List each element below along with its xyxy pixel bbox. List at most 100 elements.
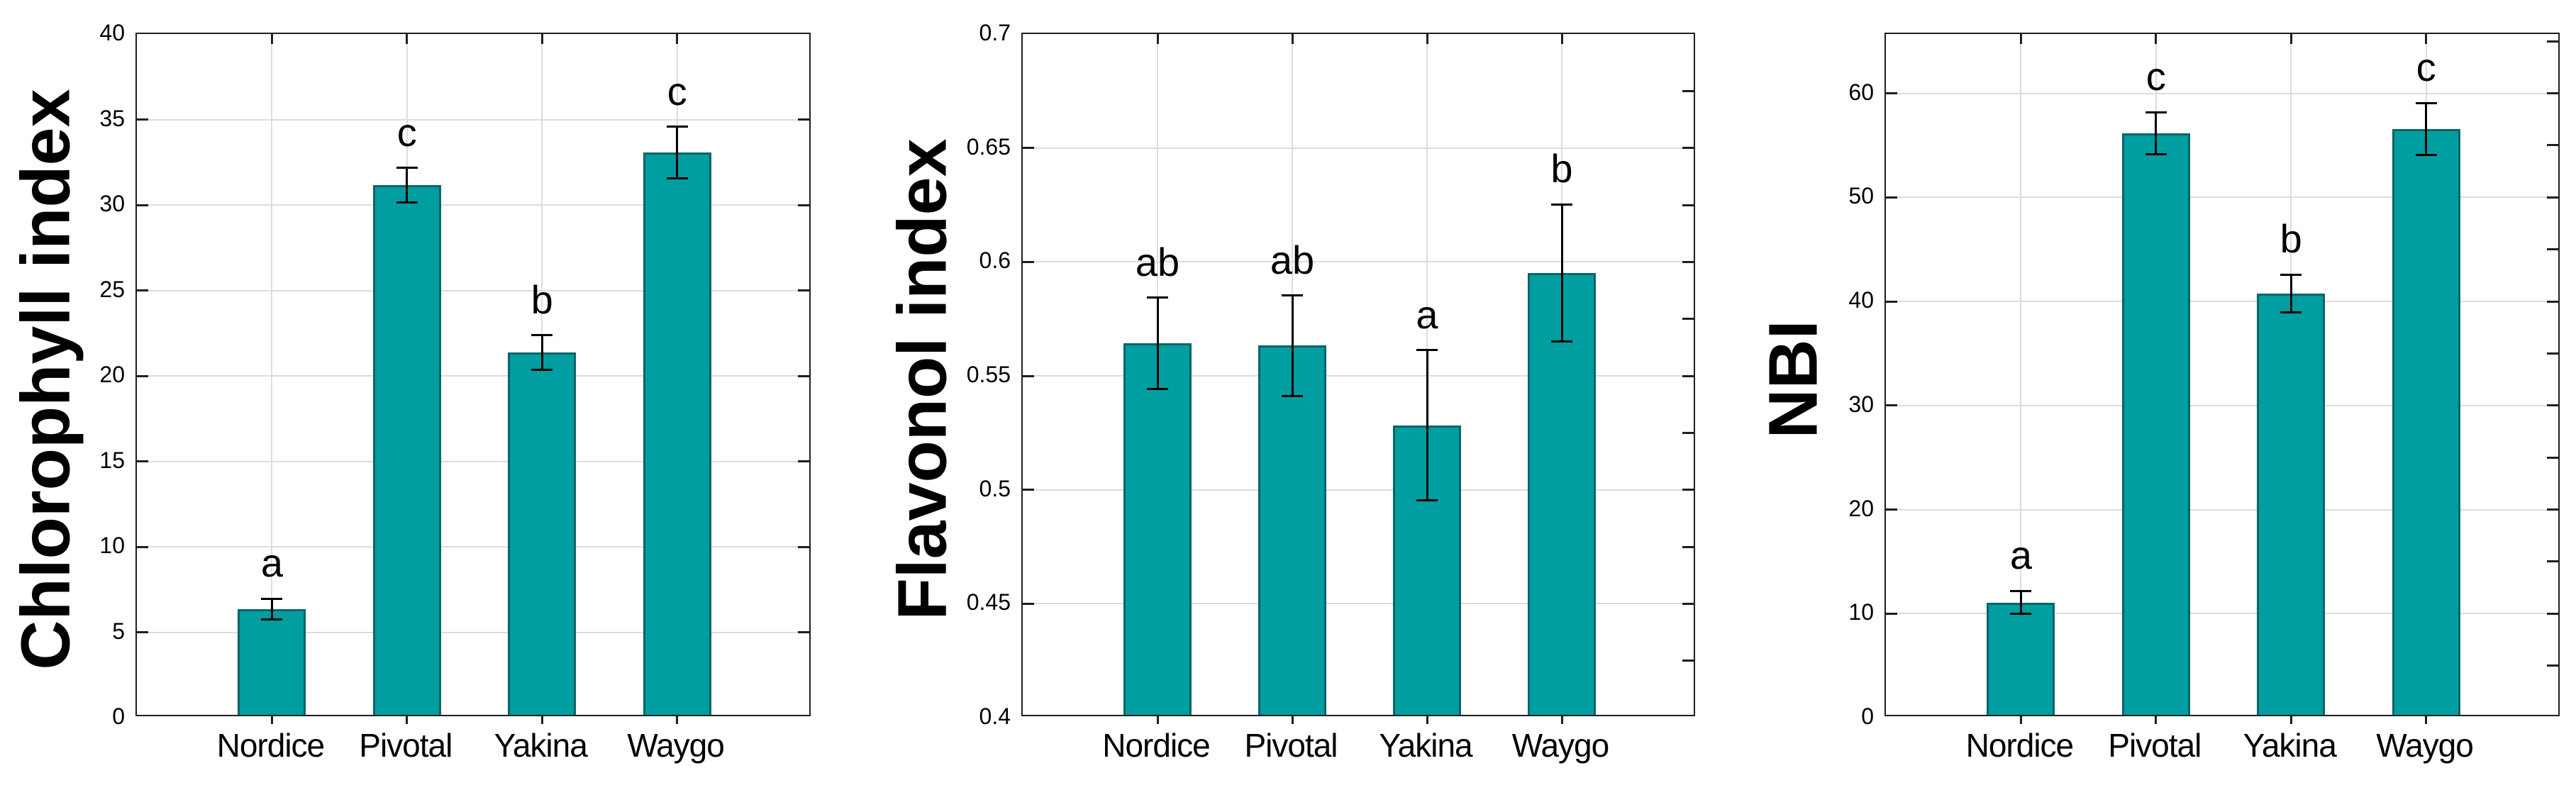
bar-nordice <box>238 608 306 715</box>
y-tick-mark-right <box>1682 545 1694 548</box>
y-tick-mark-right <box>798 289 809 291</box>
bar-waygo <box>2392 128 2460 715</box>
y-tick-mark <box>1023 147 1034 150</box>
y-tick-mark-right <box>798 118 809 121</box>
error-cap-top <box>666 126 688 128</box>
error-cap-bottom <box>2415 154 2437 157</box>
y-tick-mark-right <box>798 631 809 633</box>
y-tick-mark <box>1886 508 1897 511</box>
x-category-label-yakina: Yakina <box>1379 727 1472 764</box>
x-tick-mark-top <box>1560 34 1563 44</box>
y-tick-label: 15 <box>99 447 125 473</box>
error-bar <box>1291 295 1294 396</box>
x-category-label-nordice: Nordice <box>216 727 326 764</box>
gridline-vertical <box>2020 34 2022 715</box>
error-bar <box>2155 112 2158 155</box>
y-tick-mark <box>1886 300 1897 303</box>
x-category-label-pivotal: Pivotal <box>359 727 453 764</box>
y-tick-label: 0.4 <box>979 703 1011 729</box>
significance-letter: a <box>260 540 283 586</box>
x-category-label-nordice: Nordice <box>1102 727 1211 764</box>
x-tick-mark-top <box>540 34 543 44</box>
gridline-horizontal <box>1023 147 1694 149</box>
x-category-label-waygo: Waygo <box>1511 727 1609 764</box>
x-category-label-nordice: Nordice <box>1965 727 2075 764</box>
gridline-horizontal <box>137 460 809 462</box>
error-cap-top <box>2145 111 2167 113</box>
x-tick-mark-top <box>676 34 679 44</box>
significance-letter: a <box>2009 533 2032 578</box>
x-tick-mark-bottom <box>1426 715 1428 724</box>
bar-pivotal <box>2121 133 2190 715</box>
gridline-horizontal <box>137 118 809 121</box>
x-tick-mark-top <box>2425 34 2428 44</box>
y-tick-mark-right <box>2547 352 2558 355</box>
x-tick-mark-top <box>1426 34 1428 44</box>
y-tick-label: 0.7 <box>979 20 1011 45</box>
error-cap-bottom <box>396 201 418 204</box>
y-tick-mark-right <box>2547 92 2558 95</box>
error-bar <box>676 126 679 179</box>
y-axis-title-nbi: NBI <box>1754 320 1832 439</box>
error-bar <box>1156 297 1159 389</box>
plot-area-chlorophyll-index: a c b c <box>135 33 811 724</box>
error-bar <box>540 335 543 370</box>
gridline-horizontal <box>1886 508 2558 511</box>
bar-waygo <box>1528 272 1596 715</box>
bar-pivotal <box>1258 345 1326 715</box>
y-axis-title-flavonol-index: Flavonol index <box>883 138 961 621</box>
y-tick-mark-right <box>1682 147 1694 150</box>
y-tick-mark-right <box>2547 404 2558 407</box>
error-cap-bottom <box>666 177 688 179</box>
y-tick-mark-right <box>2547 300 2558 303</box>
significance-letter: c <box>2145 54 2166 99</box>
y-tick-mark <box>137 204 148 206</box>
error-bar <box>406 167 409 202</box>
x-category-label-waygo: Waygo <box>2376 727 2473 764</box>
x-tick-mark-top <box>2155 34 2158 44</box>
x-tick-mark-bottom <box>406 715 409 724</box>
significance-letter: c <box>667 68 687 113</box>
gridline-horizontal <box>137 204 809 206</box>
x-tick-mark-bottom <box>270 715 273 724</box>
significance-letter: ab <box>1270 237 1315 282</box>
error-cap-bottom <box>261 618 283 621</box>
y-tick-label: 10 <box>1848 599 1874 625</box>
y-tick-label: 10 <box>99 533 125 558</box>
y-tick-label: 0.5 <box>979 475 1011 501</box>
error-cap-top <box>1551 203 1572 206</box>
y-tick-mark-right <box>1682 374 1694 377</box>
y-tick-label: 0.55 <box>966 362 1011 387</box>
plot-area-nbi: a c b c <box>1884 33 2560 724</box>
bar-waygo <box>643 152 711 715</box>
error-cap-top <box>531 334 553 337</box>
y-tick-mark-right <box>2547 456 2558 459</box>
bar-pivotal <box>372 184 441 715</box>
gridline-horizontal <box>137 375 809 377</box>
y-tick-mark <box>137 374 148 377</box>
y-tick-mark-right <box>798 204 809 206</box>
y-tick-mark-right <box>1682 260 1694 263</box>
x-category-label-waygo: Waygo <box>627 727 724 764</box>
y-tick-mark-right <box>1682 431 1694 434</box>
x-category-label-yakina: Yakina <box>2243 727 2337 764</box>
y-tick-mark-right <box>2547 664 2558 667</box>
error-cap-bottom <box>1282 394 1303 397</box>
error-bar <box>1426 350 1428 501</box>
x-tick-mark-bottom <box>2155 715 2158 724</box>
y-tick-mark <box>1023 374 1034 377</box>
significance-letter: b <box>531 277 553 322</box>
y-tick-mark <box>137 118 148 121</box>
y-tick-mark <box>1023 489 1034 491</box>
x-tick-mark-top <box>2019 34 2022 44</box>
x-tick-mark-bottom <box>2019 715 2022 724</box>
error-cap-bottom <box>1147 388 1168 390</box>
y-tick-label: 0.45 <box>966 589 1011 616</box>
gridline-horizontal <box>1886 196 2558 199</box>
y-tick-mark <box>137 545 148 548</box>
y-tick-mark-right <box>1682 204 1694 206</box>
error-cap-bottom <box>2010 613 2032 616</box>
plot-area-flavonol-index: ab ab a b <box>1021 33 1695 724</box>
x-category-label-pivotal: Pivotal <box>2108 727 2202 764</box>
bar-nordice <box>1987 602 2055 715</box>
